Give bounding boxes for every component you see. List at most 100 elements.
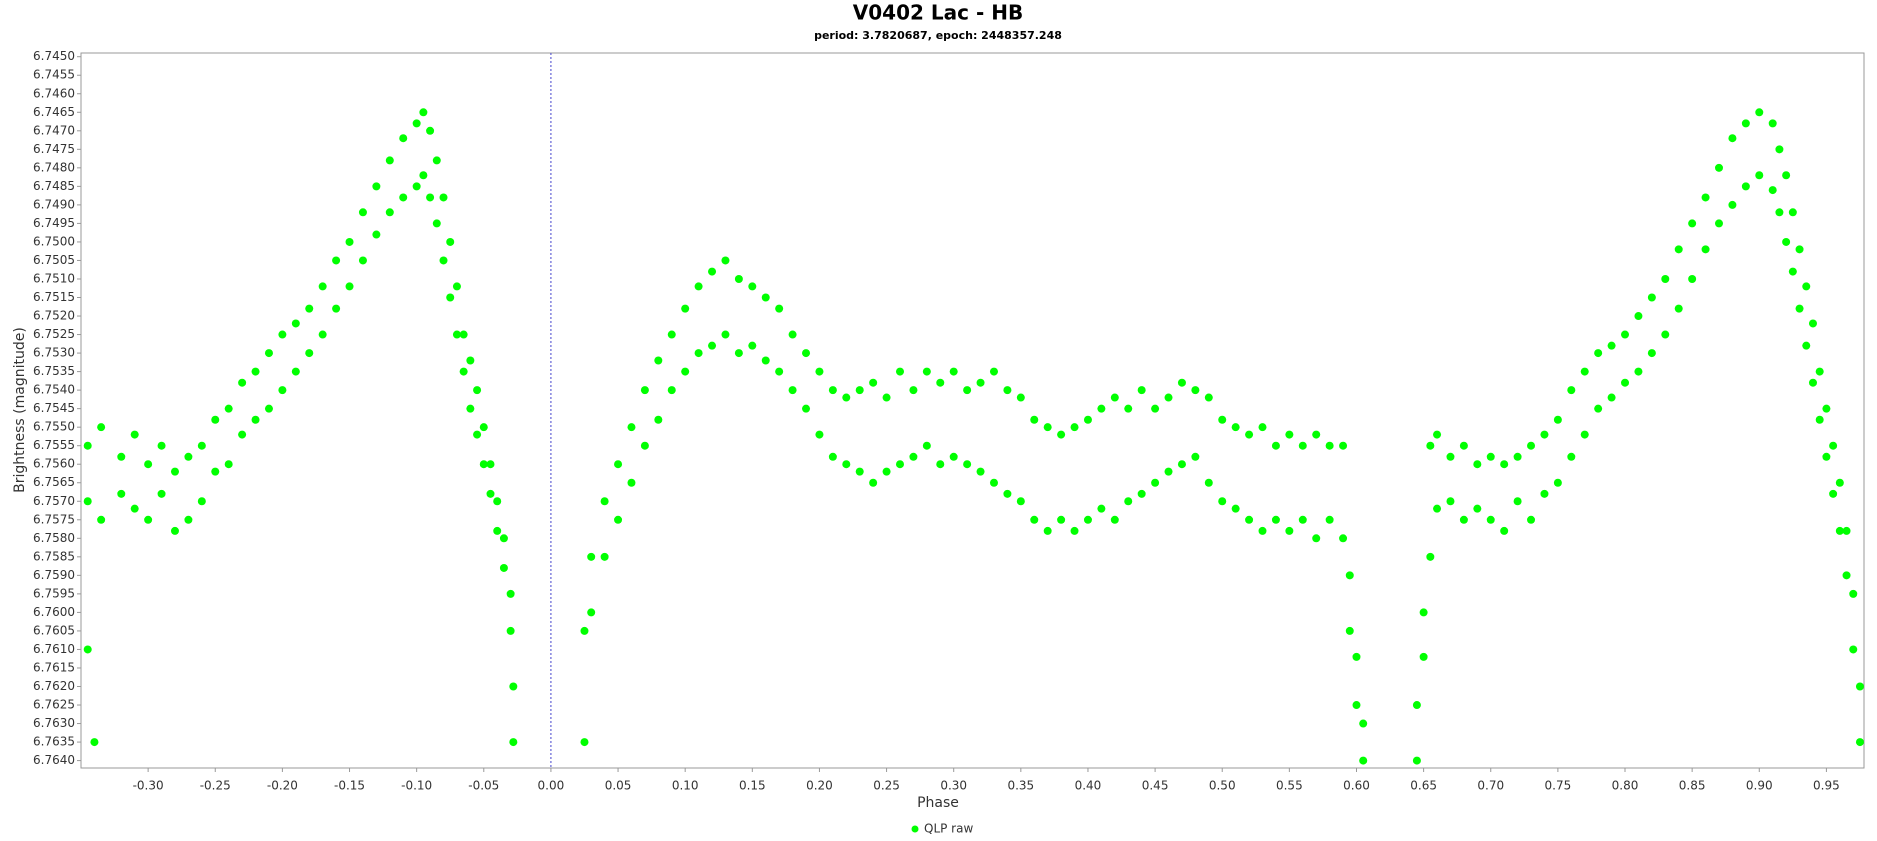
data-point xyxy=(117,452,126,461)
x-tick-label: 0.10 xyxy=(672,779,699,793)
data-point xyxy=(439,256,448,265)
y-tick-label: 6.7565 xyxy=(33,475,75,489)
data-point xyxy=(1083,415,1092,424)
data-point xyxy=(587,608,596,617)
data-point xyxy=(466,404,475,413)
data-point xyxy=(580,626,589,635)
x-tick-label: 0.05 xyxy=(605,779,632,793)
data-point xyxy=(963,460,972,469)
data-point xyxy=(1594,404,1603,413)
data-point xyxy=(305,349,314,358)
y-tick-label: 6.7625 xyxy=(33,698,75,712)
data-point xyxy=(1245,430,1254,439)
data-point xyxy=(197,441,206,450)
data-point xyxy=(1433,430,1442,439)
data-point xyxy=(1412,701,1421,710)
data-point xyxy=(1043,526,1052,535)
data-point xyxy=(1808,319,1817,328)
data-point xyxy=(855,386,864,395)
x-tick-label: 0.95 xyxy=(1813,779,1840,793)
y-tick-label: 6.7635 xyxy=(33,735,75,749)
y-tick-label: 6.7600 xyxy=(33,605,75,619)
y-tick-label: 6.7560 xyxy=(33,457,75,471)
data-point xyxy=(473,386,482,395)
data-point xyxy=(1815,367,1824,376)
y-tick-label: 6.7450 xyxy=(33,49,75,63)
x-tick-label: 0.65 xyxy=(1410,779,1437,793)
data-point xyxy=(788,386,797,395)
data-point xyxy=(580,738,589,747)
data-point xyxy=(1788,208,1797,217)
data-point xyxy=(1271,515,1280,524)
x-tick-label: 0.75 xyxy=(1545,779,1572,793)
data-point xyxy=(949,367,958,376)
data-point xyxy=(1527,515,1536,524)
data-point xyxy=(170,467,179,476)
data-point xyxy=(721,330,730,339)
data-point xyxy=(1701,245,1710,254)
data-point xyxy=(509,682,518,691)
data-point xyxy=(1802,341,1811,350)
y-tick-label: 6.7520 xyxy=(33,309,75,323)
y-tick-label: 6.7485 xyxy=(33,179,75,193)
data-point xyxy=(681,304,690,313)
data-point xyxy=(1043,423,1052,432)
data-point xyxy=(318,330,327,339)
data-point xyxy=(1016,393,1025,402)
data-point xyxy=(251,415,260,424)
data-point xyxy=(1359,756,1368,765)
data-point xyxy=(1842,571,1851,580)
data-point xyxy=(486,489,495,498)
data-point xyxy=(989,367,998,376)
data-point xyxy=(909,452,918,461)
data-point xyxy=(1500,460,1509,469)
data-point xyxy=(1312,430,1321,439)
legend-label: QLP raw xyxy=(924,822,973,836)
data-point xyxy=(184,515,193,524)
data-point xyxy=(1110,515,1119,524)
data-point xyxy=(372,230,381,239)
y-tick-label: 6.7630 xyxy=(33,716,75,730)
data-point xyxy=(694,349,703,358)
data-point xyxy=(1070,423,1079,432)
data-point xyxy=(446,237,455,246)
y-tick-label: 6.7490 xyxy=(33,197,75,211)
data-point xyxy=(466,356,475,365)
data-point xyxy=(1070,526,1079,535)
y-tick-label: 6.7475 xyxy=(33,142,75,156)
data-point xyxy=(399,134,408,143)
y-tick-label: 6.7470 xyxy=(33,123,75,137)
x-tick-label: -0.30 xyxy=(133,779,164,793)
data-point xyxy=(459,330,468,339)
data-point xyxy=(1835,478,1844,487)
x-tick-label: -0.05 xyxy=(468,779,499,793)
data-point xyxy=(385,208,394,217)
data-point xyxy=(426,126,435,135)
data-point xyxy=(1459,441,1468,450)
data-point xyxy=(1835,526,1844,535)
data-point xyxy=(667,330,676,339)
data-point xyxy=(1359,719,1368,728)
y-tick-label: 6.7455 xyxy=(33,68,75,82)
legend-marker xyxy=(911,825,919,833)
data-point xyxy=(1419,608,1428,617)
data-point xyxy=(681,367,690,376)
data-point xyxy=(1412,756,1421,765)
data-point xyxy=(358,208,367,217)
data-point xyxy=(708,341,717,350)
x-tick-label: 0.55 xyxy=(1276,779,1303,793)
data-point xyxy=(358,256,367,265)
data-point xyxy=(452,330,461,339)
x-tick-label: 0.45 xyxy=(1142,779,1169,793)
data-point xyxy=(1218,415,1227,424)
x-tick-label: 0.25 xyxy=(873,779,900,793)
y-tick-label: 6.7510 xyxy=(33,271,75,285)
data-point xyxy=(385,156,394,165)
data-point xyxy=(97,423,106,432)
data-point xyxy=(83,645,92,654)
data-point xyxy=(473,430,482,439)
data-point xyxy=(157,441,166,450)
y-tick-label: 6.7555 xyxy=(33,438,75,452)
data-point xyxy=(721,256,730,265)
